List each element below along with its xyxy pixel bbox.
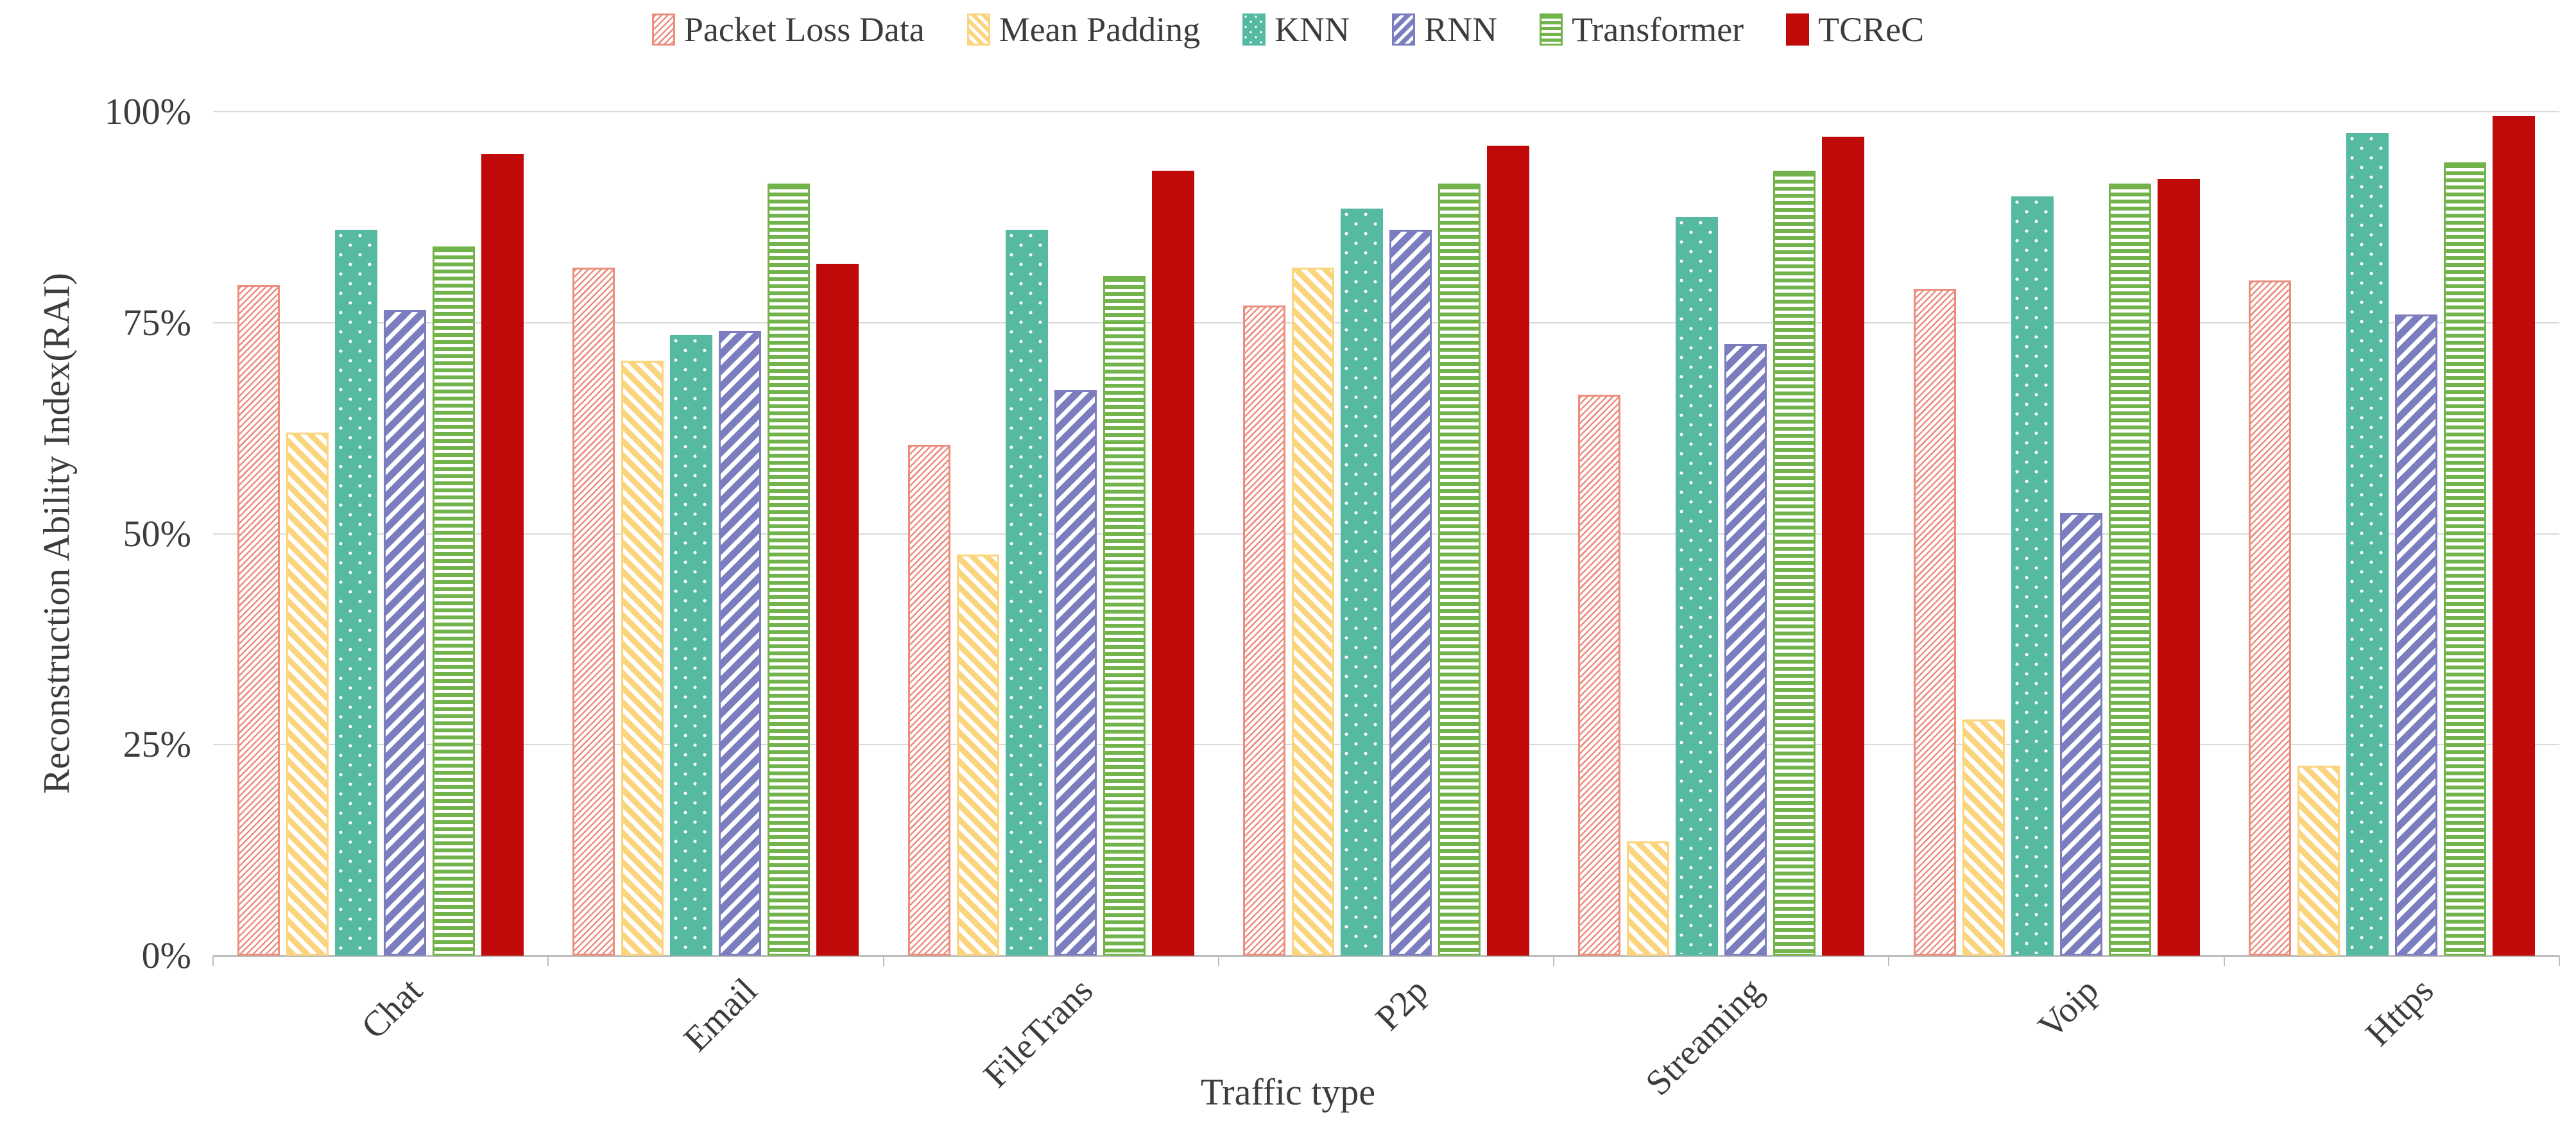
bar-packet-loss-data-p2p [1243,306,1285,956]
bar-rnn-p2p [1389,230,1432,956]
bar-rnn-https [2394,314,2437,956]
category-tick-stub [212,956,214,966]
x-category-label-streaming: Streaming [1638,970,1771,1103]
legend-label-packet-loss-data: Packet Loss Data [683,10,925,49]
y-tick-label-50: 50% [123,512,191,555]
legend-item-rnn: RNN [1392,9,1497,50]
category-tick-stub [1217,956,1219,966]
bar-mean-padding-chat [286,432,329,956]
bar-tcrec-p2p [1487,145,1529,956]
legend-label-mean-padding: Mean Padding [999,10,1201,49]
bar-tcrec-https [2492,116,2535,956]
bar-transformer-email [768,183,811,956]
legend-label-rnn: RNN [1424,10,1498,49]
bar-transformer-chat [433,246,476,956]
x-category-label-https: Https [2358,970,2441,1054]
legend-label-transformer: Transformer [1572,10,1744,49]
bar-knn-streaming [1676,217,1719,956]
legend-swatch-transformer [1540,13,1563,46]
bar-transformer-filetrans [1103,276,1146,956]
bar-tcrec-email [816,263,859,956]
legend-item-mean-padding: Mean Padding [966,9,1201,50]
gridline-75 [213,322,2559,323]
bar-packet-loss-data-email [572,268,615,956]
x-category-label-filetrans: FileTrans [975,970,1101,1096]
legend-swatch-mean-padding [966,13,990,46]
x-category-label-chat: Chat [354,970,431,1047]
bar-mean-padding-filetrans [956,555,999,956]
gridline-50 [213,533,2559,535]
bar-mean-padding-email [621,360,664,956]
bar-transformer-https [2443,162,2486,956]
bar-packet-loss-data-https [2248,280,2291,956]
gridline-100 [213,111,2559,112]
legend-item-knn: KNN [1242,9,1350,50]
x-category-label-voip: Voip [2030,970,2106,1047]
bar-rnn-chat [384,310,427,956]
y-tick-label-75: 75% [123,301,191,343]
bar-rnn-email [719,331,762,956]
category-tick-stub [547,956,549,966]
legend-swatch-tcrec [1786,13,1810,46]
bar-transformer-streaming [1773,171,1816,956]
legend-swatch-packet-loss-data [651,13,675,46]
bar-knn-email [670,335,713,956]
y-tick-label-100: 100% [104,90,191,132]
bar-packet-loss-data-filetrans [907,445,950,956]
bar-rnn-streaming [1724,343,1767,956]
category-tick-stub [2223,956,2225,966]
category-tick-stub [2559,956,2560,966]
legend-label-knn: KNN [1275,10,1350,49]
bar-transformer-p2p [1438,183,1481,956]
legend-swatch-knn [1242,13,1266,46]
legend-swatch-rnn [1392,13,1416,46]
x-category-label-p2p: P2p [1368,970,1436,1038]
bar-mean-padding-https [2297,766,2340,956]
bar-mean-padding-p2p [1292,268,1334,956]
bar-tcrec-chat [481,153,524,956]
category-tick-stub [1553,956,1555,966]
bar-knn-chat [335,230,378,956]
category-tick-stub [1888,956,1890,966]
x-axis-line [213,955,2559,957]
bar-tcrec-filetrans [1151,171,1194,956]
bar-knn-https [2346,132,2389,956]
bar-mean-padding-voip [1962,719,2005,956]
x-axis-title: Traffic type [1200,1071,1376,1113]
legend-item-transformer: Transformer [1540,9,1744,50]
bar-knn-p2p [1341,209,1383,956]
y-tick-label-0: 0% [141,934,191,976]
bar-tcrec-voip [2157,179,2200,956]
x-category-label-email: Email [676,970,766,1060]
bar-rnn-voip [2059,512,2102,956]
gridline-25 [213,744,2559,746]
bar-mean-padding-streaming [1627,841,1670,956]
category-tick-stub [882,956,884,966]
bar-packet-loss-data-voip [1913,289,1956,956]
chart-legend: Packet Loss Data Mean Padding KNN RNN Transf… [0,9,2576,50]
legend-item-packet-loss-data: Packet Loss Data [651,9,925,50]
bar-packet-loss-data-streaming [1578,394,1621,956]
bar-knn-voip [2011,196,2054,956]
bar-rnn-filetrans [1054,390,1097,956]
legend-label-tcrec: TCReC [1818,10,1925,49]
bar-packet-loss-data-chat [237,284,280,956]
bar-tcrec-streaming [1822,137,1865,956]
y-tick-label-25: 25% [123,723,191,766]
legend-item-tcrec: TCReC [1786,9,1924,50]
bar-transformer-voip [2108,183,2151,956]
bar-knn-filetrans [1005,230,1048,956]
